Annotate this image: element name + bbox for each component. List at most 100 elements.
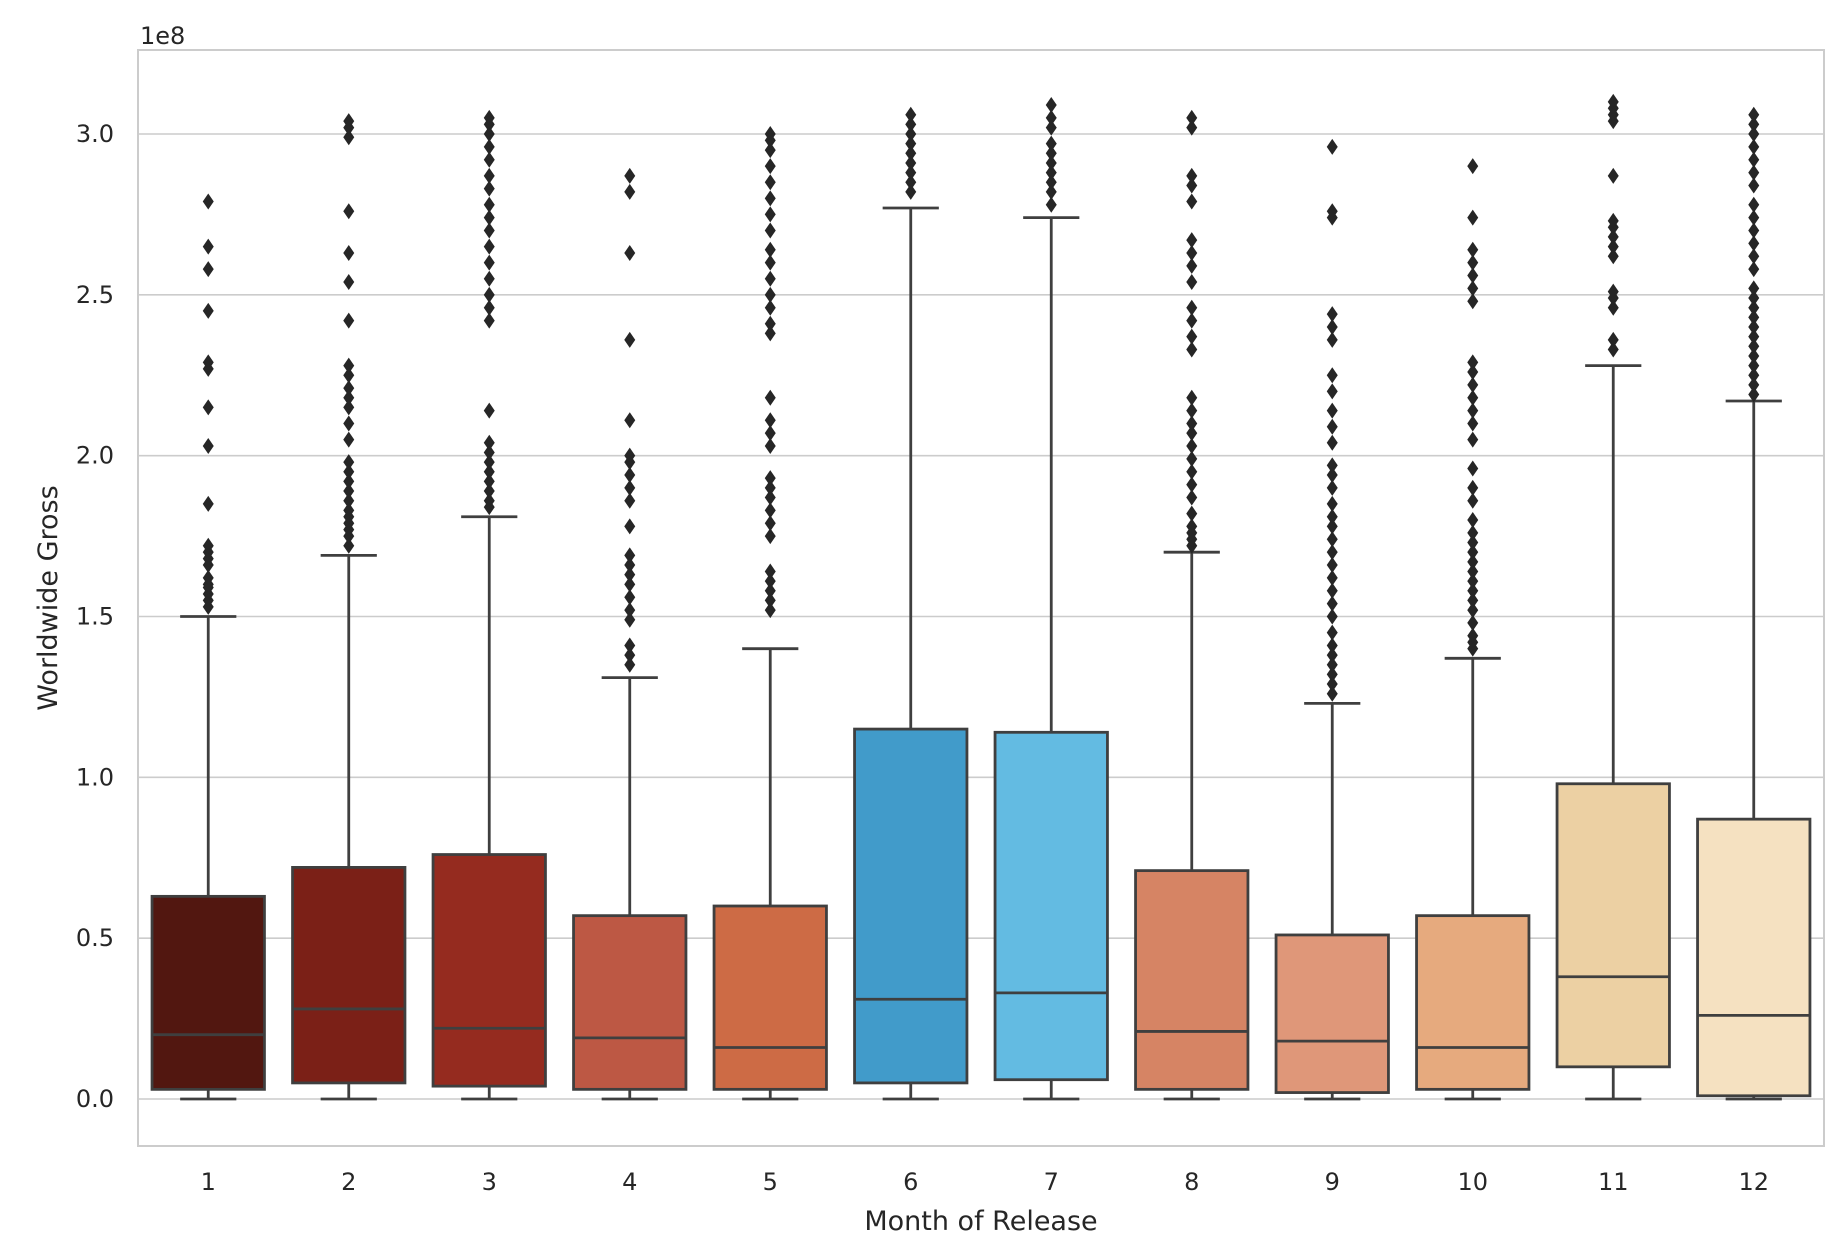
outlier-point [1045, 196, 1057, 213]
box-group-month-7 [993, 97, 1109, 1101]
outlier-point [1045, 109, 1057, 126]
outlier-point [483, 138, 495, 155]
outlier-point [764, 573, 776, 590]
y-axis-label: Worldwide Gross [33, 485, 64, 710]
outlier-point [1186, 245, 1198, 262]
outlier-point [343, 357, 355, 374]
outlier-point [1748, 261, 1760, 278]
outlier-point [1748, 164, 1760, 181]
box-series [150, 93, 1812, 1101]
outlier-point [1045, 135, 1057, 152]
outlier-point [1467, 492, 1479, 509]
outlier-point [483, 312, 495, 329]
outlier-point [1326, 685, 1338, 702]
outlier-point [624, 183, 636, 200]
outlier-point [1326, 457, 1338, 474]
outlier-point [1326, 666, 1338, 683]
outlier-point [764, 412, 776, 429]
x-tick-label: 3 [482, 1168, 497, 1196]
outlier-point [1186, 518, 1198, 535]
outlier-point [1326, 531, 1338, 548]
box-group-month-8 [1134, 109, 1250, 1101]
box-iqr [572, 914, 688, 1091]
outlier-point [1748, 196, 1760, 213]
outlier-point [764, 126, 776, 142]
x-tick-label: 5 [763, 1168, 778, 1196]
outlier-point [1748, 319, 1760, 335]
outlier-point [202, 399, 214, 416]
outlier-point [1748, 338, 1760, 355]
outlier-point [1186, 450, 1198, 467]
outlier-point [1607, 238, 1619, 255]
outlier-point [624, 466, 636, 483]
outlier-point [1467, 293, 1479, 310]
box-group-month-10 [1415, 158, 1531, 1101]
outlier-point [483, 444, 495, 461]
outlier-point [1326, 466, 1338, 483]
outlier-point [764, 174, 776, 191]
box-iqr [1696, 817, 1812, 1098]
plot-area-frame [137, 49, 1825, 1147]
outlier-point [1607, 331, 1619, 348]
outlier-point [1748, 248, 1760, 265]
outlier-point [343, 129, 355, 146]
outlier-point [764, 528, 776, 545]
outlier-point [483, 167, 495, 184]
outlier-point [764, 438, 776, 455]
outlier-point [1607, 212, 1619, 229]
outlier-point [343, 537, 355, 554]
outlier-point [1748, 347, 1760, 364]
outlier-point [764, 479, 776, 496]
outlier-point [764, 241, 776, 258]
box-iqr [712, 904, 828, 1091]
outlier-point [764, 563, 776, 580]
outlier-point [343, 245, 355, 262]
outlier-point [1467, 592, 1479, 609]
outlier-point [1326, 544, 1338, 561]
outlier-point [202, 438, 214, 455]
outlier-point [624, 557, 636, 574]
box-iqr [1415, 914, 1531, 1091]
outlier-point [1467, 415, 1479, 432]
outlier-point [1045, 164, 1057, 181]
outlier-point [1326, 402, 1338, 419]
outlier-point [1607, 283, 1619, 300]
outlier-point [1186, 505, 1198, 522]
y-offset-label: 1e8 [140, 22, 185, 50]
box-group-month-12 [1696, 106, 1812, 1101]
outlier-point [1467, 280, 1479, 297]
box-group-month-11 [1555, 93, 1671, 1101]
outlier-point [1186, 463, 1198, 480]
outlier-point [1326, 595, 1338, 612]
outlier-point [1326, 569, 1338, 586]
box-iqr [1134, 869, 1250, 1091]
outlier-point [343, 463, 355, 480]
outlier-point [483, 483, 495, 500]
outlier-point [905, 183, 917, 200]
outlier-point [624, 479, 636, 496]
outlier-point [343, 399, 355, 416]
outlier-point [1748, 328, 1760, 345]
outlier-point [1186, 299, 1198, 316]
outlier-point [1186, 109, 1198, 126]
outlier-point [1467, 241, 1479, 258]
outlier-point [624, 566, 636, 583]
y-axis-ticks: 0.0 0.5 1.0 1.5 2.0 2.5 3.0 [76, 120, 114, 1113]
outlier-point [905, 135, 917, 152]
outlier-point [624, 167, 636, 184]
outlier-point [624, 602, 636, 619]
outlier-point [905, 174, 917, 191]
outlier-point [1186, 402, 1198, 419]
outlier-point [1186, 312, 1198, 329]
outlier-point [483, 454, 495, 471]
outlier-point [905, 106, 917, 123]
outlier-point [1467, 563, 1479, 580]
outlier-point [1326, 434, 1338, 451]
y-tick-label: 1.0 [76, 763, 114, 791]
outlier-point [343, 367, 355, 384]
box-group-month-4 [572, 167, 688, 1101]
outlier-point [343, 203, 355, 220]
outlier-point [1326, 656, 1338, 673]
outlier-point [1467, 512, 1479, 528]
outlier-point [1748, 209, 1760, 226]
